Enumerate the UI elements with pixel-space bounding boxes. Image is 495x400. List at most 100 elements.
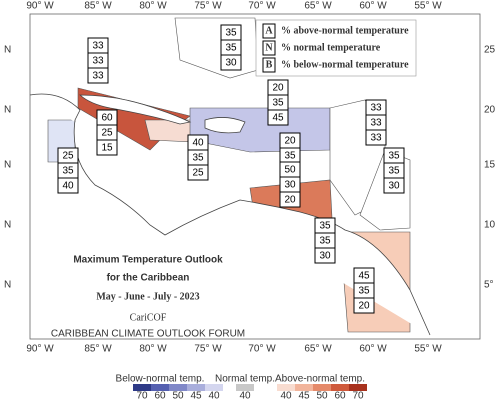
colorbar-segment — [151, 384, 169, 391]
forecast-value: 35 — [284, 151, 296, 162]
colorbar-segment — [331, 384, 349, 391]
lon-label-top: 80° W — [139, 1, 167, 12]
lon-label-bottom: 65° W — [304, 344, 332, 355]
forecast-value: 45 — [358, 271, 370, 282]
forecast-value: 30 — [284, 180, 296, 191]
forecast-value: 35 — [225, 43, 237, 54]
colorbar-segment — [187, 384, 205, 391]
lon-label-top: 90° W — [26, 1, 54, 12]
forecast-value: 35 — [319, 221, 331, 232]
lon-label-top: 70° W — [248, 1, 276, 12]
lon-label-top: 65° W — [304, 1, 332, 12]
forecast-value: 30 — [319, 251, 331, 262]
legend-key-box — [262, 40, 276, 56]
coastline-mainland — [29, 93, 431, 336]
colorbar-tick: 40 — [280, 391, 292, 400]
colorbar-tick: 60 — [334, 391, 346, 400]
title-line2: for the Caribbean — [107, 273, 190, 284]
legend-key: A — [265, 25, 273, 36]
forecast-value: 20 — [272, 83, 284, 94]
forecast-cell — [365, 129, 387, 146]
forecast-box: 40 35 25 — [187, 134, 209, 181]
forecast-box: 35 35 30 — [383, 147, 405, 194]
legend-key-box — [262, 23, 276, 39]
forecast-value: 35 — [192, 153, 204, 164]
legend-key: N — [265, 42, 273, 53]
forecast-value: 33 — [92, 71, 104, 82]
legend-text: % normal temperature — [281, 42, 381, 53]
forecast-value: 35 — [388, 166, 400, 177]
colorbar-tick: 70 — [136, 391, 148, 400]
lat-label-left: N — [4, 220, 11, 231]
forecast-value: 20 — [284, 195, 296, 206]
legend-text: % below-normal temperature — [281, 59, 409, 70]
forecast-value: 30 — [388, 181, 400, 192]
colorbar-segment — [236, 384, 254, 391]
colorbar-tick: 40 — [208, 391, 220, 400]
colorbar-tick: 70 — [352, 391, 364, 400]
forecast-value: 15 — [101, 143, 113, 154]
lat-label-right: 5° — [484, 280, 494, 291]
colorbar-segment — [169, 384, 187, 391]
lat-label-right: 15 — [484, 160, 495, 171]
lon-label-bottom: 90° W — [26, 344, 54, 355]
forecast-box: 45 35 20 — [353, 267, 375, 314]
lat-label-right: 10 — [484, 220, 495, 231]
forecast-value: 30 — [225, 58, 237, 69]
forecast-box: 20 35 45 — [267, 79, 289, 126]
forecast-value: 35 — [272, 98, 284, 109]
legend-text: % above-normal temperature — [281, 25, 409, 36]
colorbar-title: Above-normal temp. — [275, 374, 365, 385]
lat-label-left: N — [4, 105, 11, 116]
lon-label-bottom: 60° W — [359, 344, 387, 355]
colorbar-segment — [205, 384, 223, 391]
legend-frame — [255, 19, 417, 77]
forecast-cell — [87, 67, 109, 84]
forecast-value: 33 — [370, 103, 382, 114]
colorbar-title: Normal temp. — [215, 374, 275, 385]
legend-key-box — [262, 57, 276, 73]
forecast-cell — [267, 109, 289, 126]
logo-subtitle: CARIBBEAN CLIMATE OUTLOOK FORUM — [51, 329, 245, 340]
forecast-value: 40 — [192, 138, 204, 149]
forecast-value: 20 — [358, 301, 370, 312]
forecast-value: 35 — [319, 236, 331, 247]
colorbar-tick: 45 — [298, 391, 310, 400]
colorbar-segment — [295, 384, 313, 391]
forecast-box: 35 35 30 — [314, 217, 336, 264]
legend: A % above-normal temperature N % normal tem… — [255, 19, 417, 77]
forecast-cell — [57, 177, 79, 194]
lon-label-top: 60° W — [359, 1, 387, 12]
colorbar-tick: 60 — [154, 391, 166, 400]
forecast-box: 33 33 33 — [365, 99, 387, 146]
forecast-box: 60 25 15 — [96, 109, 118, 156]
lon-label-top: 55° W — [414, 1, 442, 12]
lat-label-left: N — [4, 45, 11, 56]
title: Maximum Temperature Outlook — [73, 255, 223, 266]
forecast-value: 25 — [62, 151, 74, 162]
forecast-value: 33 — [92, 56, 104, 67]
colorbar-segment — [349, 384, 367, 391]
forecast-cell — [314, 247, 336, 264]
forecast-value: 33 — [92, 41, 104, 52]
forecast-value: 35 — [388, 151, 400, 162]
forecast-value: 25 — [192, 168, 204, 179]
colorbar-tick: 45 — [190, 391, 202, 400]
colorbar-tick: 50 — [172, 391, 184, 400]
forecast-box: 35 35 30 — [220, 24, 242, 71]
forecast-cell — [220, 54, 242, 71]
forecast-value: 50 — [284, 165, 296, 176]
forecast-box: 33 33 33 — [87, 37, 109, 84]
lat-label-right: 25 — [484, 45, 495, 56]
lat-label-left: N — [4, 280, 11, 291]
colorbar-tick: 50 — [316, 391, 328, 400]
logo: CariCOF — [130, 312, 167, 323]
lon-label-bottom: 55° W — [414, 344, 442, 355]
forecast-cell — [353, 297, 375, 314]
forecast-value: 35 — [225, 28, 237, 39]
coastline-cuba — [78, 94, 192, 125]
colorbar-tick: 40 — [239, 391, 251, 400]
forecast-value: 33 — [370, 133, 382, 144]
lon-label-top: 75° W — [194, 1, 222, 12]
lat-label-right: 20 — [484, 105, 495, 116]
